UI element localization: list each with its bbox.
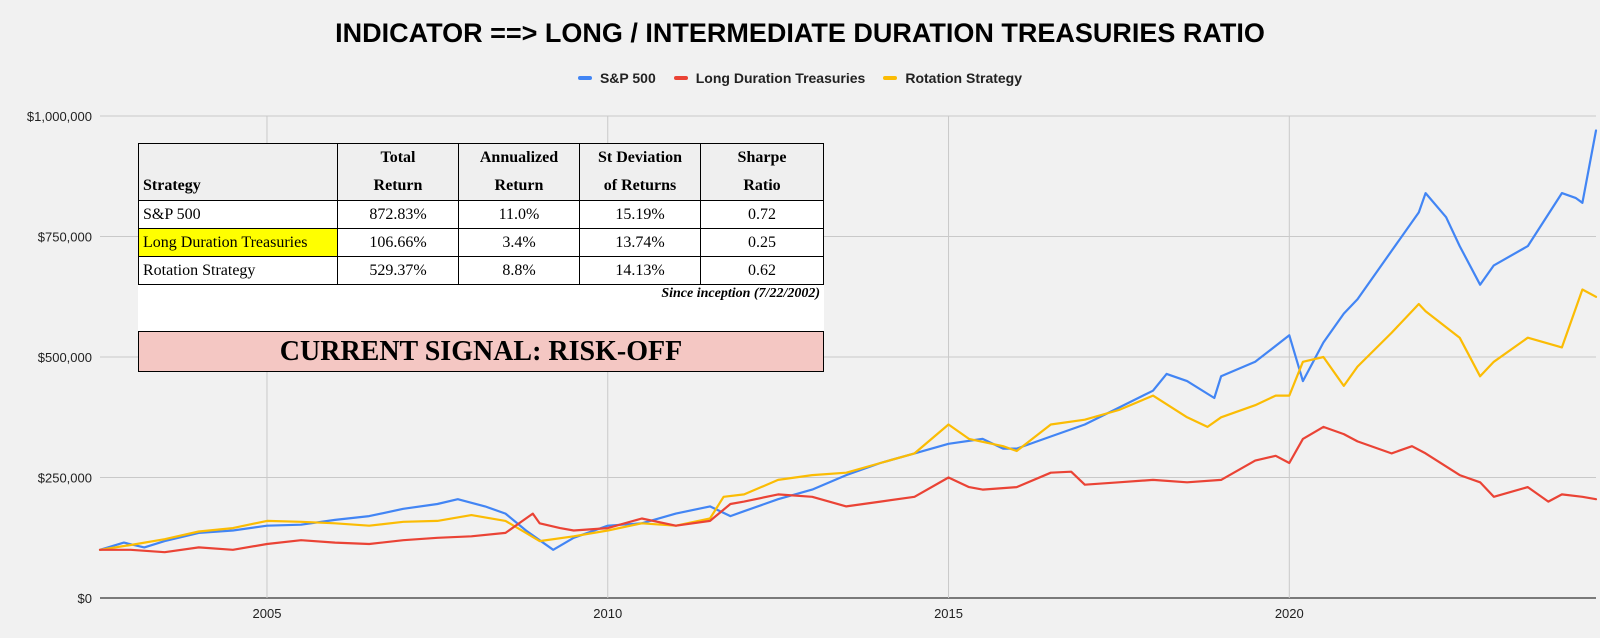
series-lines [98,129,1598,554]
legend-label-long-duration-treasuries: Long Duration Treasuries [695,70,866,86]
cell-annualized-return: 8.8% [458,256,580,285]
x-tick-label: 2015 [934,606,963,621]
x-tick-label: 2020 [1275,606,1304,621]
chart-legend: S&P 500 Long Duration Treasuries Rotatio… [0,70,1600,86]
cell-sharpe: 0.25 [700,228,824,257]
y-tick-label: $1,000,000 [27,109,92,124]
cell-total-return: 106.66% [337,228,459,257]
cell-annualized-return: 3.4% [458,228,580,257]
header-annualized-return: Annualized Return [458,143,580,201]
chart-title: INDICATOR ==> LONG / INTERMEDIATE DURATI… [335,18,1265,48]
axis-labels: $0 $250,000 $500,000 $750,000 $1,000,000 2005… [27,109,1304,621]
stats-panel: Strategy Total Return Annualized Return St… [138,143,824,372]
legend-label-sp500: S&P 500 [599,70,656,86]
cell-sharpe: 0.62 [700,256,824,285]
series-line-long-duration-treasuries[interactable] [98,425,1598,554]
legend-item-long-duration-treasuries[interactable]: Long Duration Treasuries [673,70,866,86]
cell-strategy: Rotation Strategy [138,256,338,285]
series-line-s-p-500[interactable] [98,129,1598,551]
legend-item-rotation-strategy[interactable]: Rotation Strategy [883,70,1022,86]
cell-strategy: Long Duration Treasuries [138,228,338,257]
stats-table: Strategy Total Return Annualized Return St… [138,143,824,285]
header-strategy: Strategy [138,143,338,201]
cell-sharpe: 0.72 [700,200,824,229]
y-tick-label: $500,000 [38,350,92,365]
legend-label-rotation-strategy: Rotation Strategy [905,70,1023,86]
cell-st-deviation: 13.74% [579,228,701,257]
cell-strategy: S&P 500 [138,200,338,229]
y-tick-label: $0 [78,591,92,606]
since-inception-note: Since inception (7/22/2002) [661,286,820,301]
legend-swatch-rotation-strategy [883,76,898,80]
y-tick-label: $750,000 [38,230,92,245]
stats-row-long-duration-treasuries: Long Duration Treasuries 106.66% 3.4% 13… [138,228,824,257]
legend-swatch-sp500 [577,76,592,80]
x-tick-label: 2005 [253,606,282,621]
legend-swatch-long-duration-treasuries [673,76,688,80]
x-tick-label: 2010 [593,606,622,621]
series-line-rotation-strategy[interactable] [98,288,1598,551]
y-tick-label: $250,000 [38,471,92,486]
cell-annualized-return: 11.0% [458,200,580,229]
legend-item-sp500[interactable]: S&P 500 [577,70,656,86]
cell-st-deviation: 14.13% [579,256,701,285]
stats-header-row: Strategy Total Return Annualized Return St… [138,143,824,201]
cell-total-return: 872.83% [337,200,459,229]
current-signal-banner: CURRENT SIGNAL: RISK-OFF [138,331,824,372]
header-sharpe-ratio: Sharpe Ratio [700,143,824,201]
stats-row-rotation-strategy: Rotation Strategy 529.37% 8.8% 14.13% 0.… [138,256,824,285]
header-total-return: Total Return [337,143,459,201]
header-st-deviation: St Deviation of Returns [579,143,701,201]
cell-total-return: 529.37% [337,256,459,285]
cell-st-deviation: 15.19% [579,200,701,229]
stats-row-sp500: S&P 500 872.83% 11.0% 15.19% 0.72 [138,200,824,229]
